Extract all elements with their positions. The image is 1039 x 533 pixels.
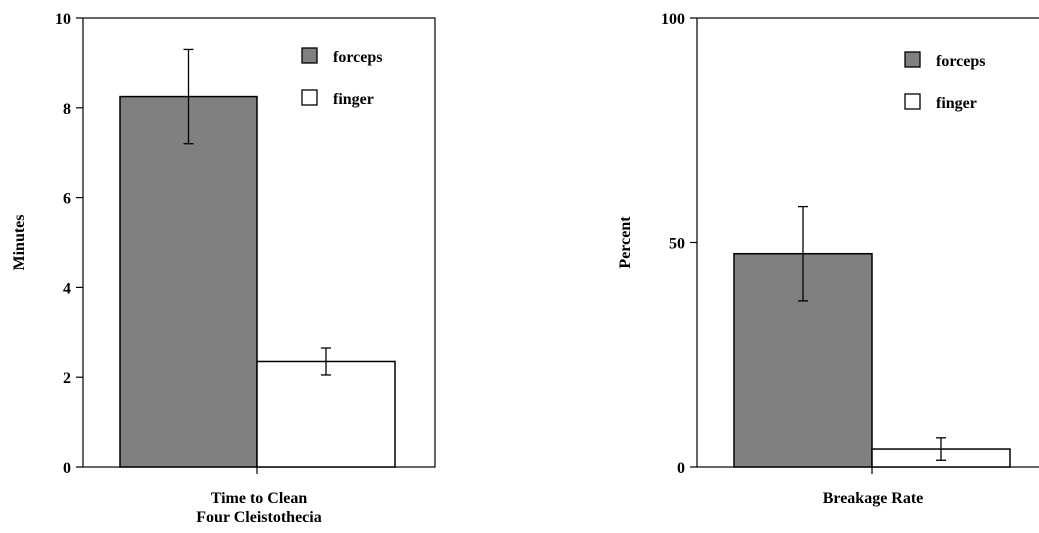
y-tick-label: 0	[63, 460, 71, 477]
x-axis-title-line: Four Cleistothecia	[196, 509, 321, 526]
legend-swatch-finger	[301, 89, 318, 106]
y-axis-title: Percent	[617, 216, 634, 269]
y-tick-label: 50	[669, 236, 685, 253]
y-tick-label: 2	[63, 370, 71, 387]
legend-swatch-finger	[904, 93, 921, 110]
y-tick-label: 0	[677, 460, 685, 477]
bar-forceps	[119, 95, 258, 468]
y-tick-label: 8	[63, 101, 71, 118]
legend-label-forceps: forceps	[936, 53, 985, 70]
bar-finger	[256, 360, 396, 468]
x-axis-title-line: Time to Clean	[211, 490, 308, 507]
y-tick-label: 4	[63, 280, 71, 297]
legend-label-forceps: forceps	[333, 49, 382, 66]
y-tick-label: 100	[661, 11, 685, 28]
chart-minutes: 0 2 4 6 8 10 Minutes Time to Clean Four Cleistot…	[11, 11, 436, 526]
y-tick-label: 10	[55, 11, 71, 28]
y-axis-title: Minutes	[11, 215, 28, 271]
legend-label-finger: finger	[936, 95, 977, 112]
y-tick-label: 6	[63, 191, 71, 208]
chart-percent: 0 50 100 Percent Breakage Rate forceps finger	[617, 11, 1039, 507]
x-axis-title-line: Breakage Rate	[823, 490, 924, 507]
legend-label-finger: finger	[333, 91, 374, 108]
legend-swatch-forceps	[301, 47, 318, 64]
legend-swatch-forceps	[904, 51, 921, 68]
